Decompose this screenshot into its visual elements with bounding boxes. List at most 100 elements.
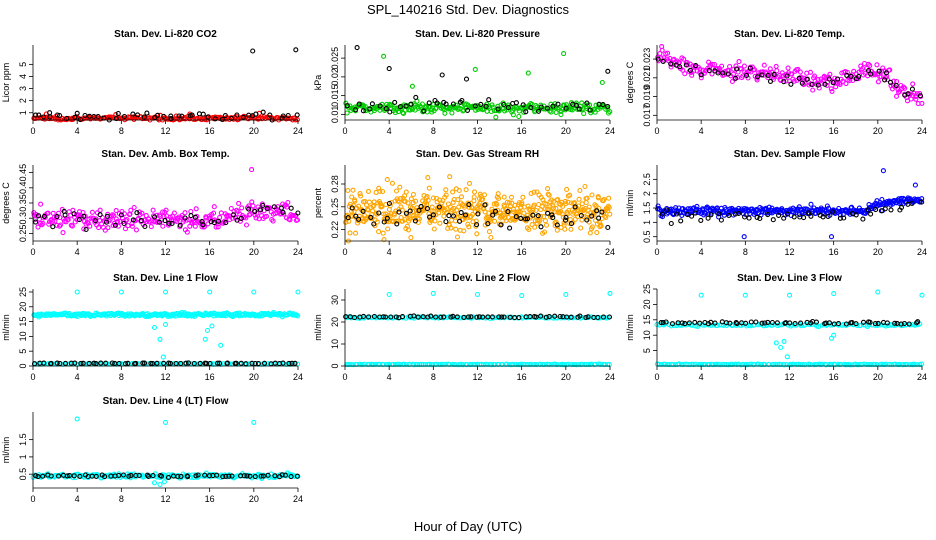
data-point	[54, 214, 60, 220]
data-point	[879, 196, 885, 203]
data-point	[599, 79, 605, 86]
data-point	[121, 220, 127, 227]
data-point	[380, 314, 386, 320]
data-point	[295, 289, 301, 295]
data-point	[282, 472, 288, 478]
data-point	[272, 473, 278, 479]
data-point	[662, 361, 668, 368]
data-point	[815, 82, 821, 88]
data-point	[596, 215, 602, 221]
data-point	[528, 190, 534, 196]
data-point	[914, 361, 920, 368]
data-point	[251, 419, 257, 425]
data-point	[781, 79, 787, 85]
y-tick-label: 4	[18, 74, 28, 79]
data-point	[663, 319, 669, 325]
data-point	[555, 101, 561, 107]
data-point	[755, 74, 761, 80]
data-point	[175, 473, 181, 480]
x-tick-label: 0	[342, 372, 347, 382]
data-point	[109, 360, 115, 366]
data-point	[874, 62, 880, 68]
data-point	[554, 227, 560, 233]
data-point	[45, 210, 51, 216]
data-point	[60, 230, 66, 236]
data-point	[441, 213, 447, 219]
data-point	[438, 314, 444, 320]
data-point	[195, 472, 201, 478]
panel-ylabel: ml/min	[625, 314, 635, 341]
data-point	[546, 314, 552, 320]
data-point	[430, 195, 436, 201]
data-point	[501, 194, 507, 200]
data-point	[188, 213, 194, 219]
data-point	[538, 213, 544, 219]
data-point	[160, 354, 166, 360]
panel-title: Stan. Dev. Li-820 Pressure	[415, 29, 540, 40]
data-point	[878, 208, 884, 214]
data-point	[241, 473, 247, 479]
data-point	[602, 213, 608, 219]
data-point	[48, 360, 54, 366]
data-point	[582, 183, 588, 190]
data-point	[118, 289, 124, 295]
data-point	[185, 474, 191, 480]
data-point	[41, 114, 47, 120]
data-point	[173, 360, 179, 367]
x-tick-label: 0	[342, 126, 347, 136]
data-point	[835, 321, 842, 327]
series-2	[33, 202, 301, 233]
data-point	[490, 212, 496, 218]
data-point	[57, 112, 63, 119]
data-point	[250, 48, 256, 54]
data-point	[757, 215, 763, 222]
data-point	[716, 211, 722, 217]
data-point	[554, 222, 560, 228]
data-point	[659, 214, 666, 220]
data-point	[57, 222, 64, 228]
data-point	[587, 230, 593, 236]
data-point	[141, 360, 148, 366]
x-tick-label: 16	[205, 126, 215, 136]
data-point	[209, 323, 215, 329]
data-point	[687, 67, 693, 73]
data-point	[855, 76, 862, 82]
data-point	[725, 71, 731, 77]
data-point	[501, 101, 507, 108]
data-point	[584, 195, 590, 201]
data-point	[454, 314, 460, 320]
x-tick-label: 20	[249, 247, 259, 257]
data-point	[263, 213, 270, 219]
panel-3: Stan. Dev. Li-820 Temp. degrees C 0 4 8 12 16 2…	[625, 29, 927, 136]
data-point	[470, 211, 476, 217]
data-point	[468, 204, 475, 210]
data-point	[694, 203, 700, 209]
data-point	[228, 205, 234, 212]
data-point	[380, 315, 386, 321]
data-point	[746, 215, 752, 221]
data-point	[447, 361, 453, 368]
data-point	[408, 235, 414, 241]
data-point	[154, 360, 160, 366]
data-point	[587, 107, 593, 113]
data-point	[831, 332, 837, 338]
data-point	[412, 216, 418, 222]
data-point	[595, 194, 601, 200]
data-point	[293, 47, 299, 53]
y-tick-label: 2	[18, 98, 28, 103]
data-point	[489, 314, 495, 320]
x-tick-label: 4	[387, 372, 392, 382]
data-point	[479, 196, 486, 202]
data-point	[458, 210, 464, 216]
data-point	[229, 473, 235, 479]
x-tick-label: 8	[119, 247, 124, 257]
data-point	[206, 473, 213, 479]
data-point	[189, 112, 195, 118]
data-point	[80, 360, 86, 366]
data-point	[532, 224, 538, 230]
data-point	[91, 360, 97, 366]
data-point	[179, 113, 185, 119]
data-point	[359, 361, 365, 368]
panel-ylabel: ml/min	[1, 314, 11, 341]
